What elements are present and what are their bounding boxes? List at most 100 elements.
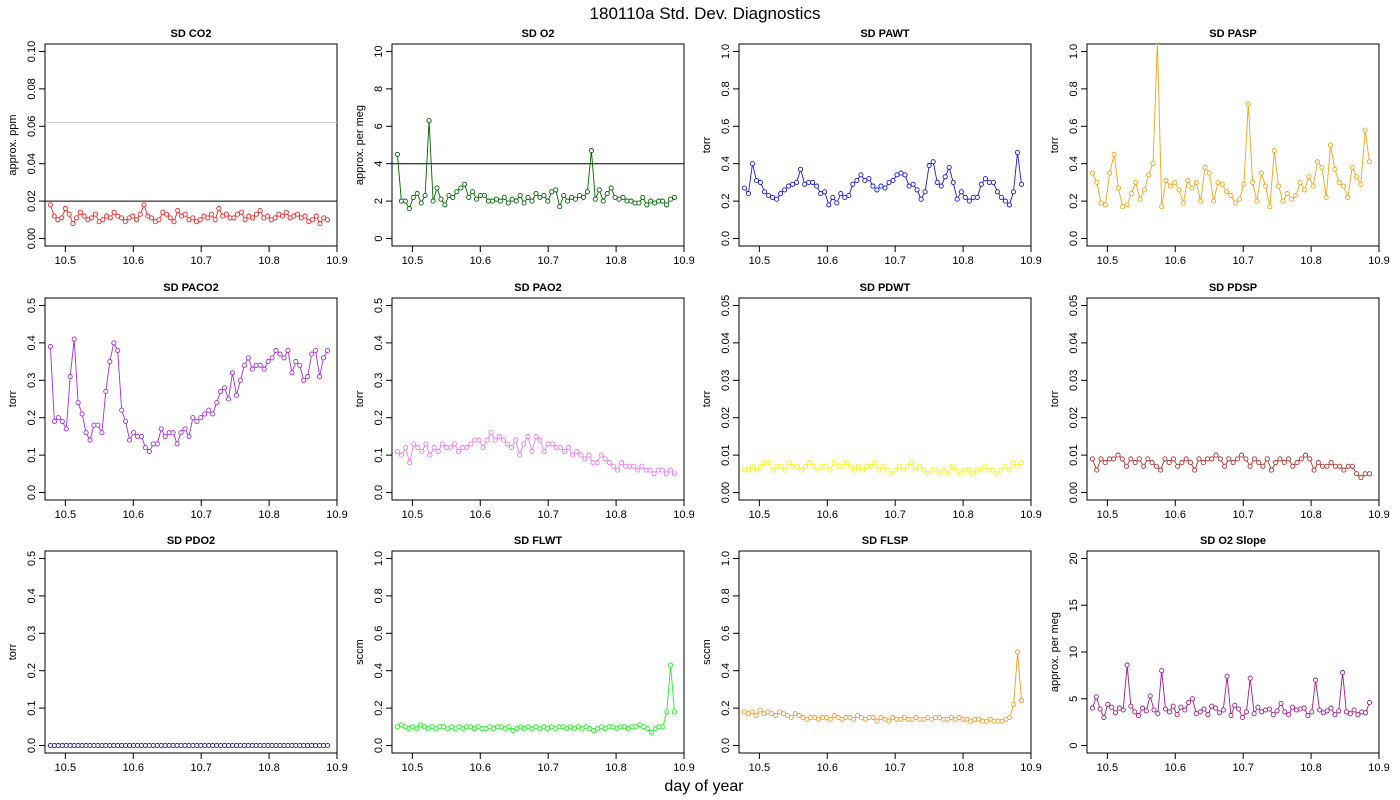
data-point	[223, 211, 229, 217]
data-point	[1289, 704, 1296, 710]
x-tick-label: 10.8	[1300, 255, 1321, 267]
data-point	[882, 185, 888, 191]
data-point	[407, 460, 413, 466]
data-point	[1220, 707, 1226, 713]
x-tick-label: 10.5	[402, 762, 423, 774]
data-point	[1115, 452, 1121, 458]
data-point	[640, 194, 646, 200]
data-point	[890, 177, 896, 184]
data-point	[529, 448, 535, 454]
data-point	[62, 206, 68, 212]
data-point	[1362, 127, 1368, 133]
data-point	[579, 726, 585, 732]
x-tick-label: 10.8	[605, 509, 626, 521]
plot-frame	[391, 297, 685, 501]
y-tick-label: 0.4	[26, 588, 38, 603]
data-point	[1254, 198, 1260, 204]
data-point	[831, 713, 837, 719]
data-point	[1151, 707, 1157, 713]
data-point	[750, 463, 756, 469]
data-point	[1170, 703, 1176, 709]
data-point	[419, 448, 425, 454]
data-point	[414, 726, 420, 732]
data-point	[1143, 708, 1149, 714]
data-point	[549, 189, 555, 195]
data-point	[190, 215, 196, 221]
y-tick-label: 0.3	[26, 626, 38, 641]
data-point	[620, 194, 626, 200]
data-point	[896, 463, 902, 469]
data-point	[79, 411, 85, 417]
y-tick-label: 0.8	[373, 588, 385, 603]
data-point	[623, 463, 629, 469]
data-point	[838, 191, 844, 197]
data-point	[513, 198, 519, 204]
data-point	[1255, 704, 1261, 710]
data-point	[1089, 170, 1095, 176]
data-point	[1155, 711, 1161, 717]
x-tick-label: 10.9	[1020, 509, 1041, 521]
data-point	[1309, 709, 1315, 715]
data-point	[1128, 456, 1134, 462]
data-point	[1366, 471, 1373, 477]
data-point	[186, 433, 192, 439]
data-point	[822, 189, 828, 195]
data-point	[178, 430, 184, 436]
data-point	[218, 388, 224, 395]
data-point	[648, 198, 654, 204]
data-point	[978, 467, 984, 473]
data-point	[92, 211, 98, 217]
y-tick-label: 0.04	[1068, 332, 1080, 353]
series-line	[397, 665, 675, 734]
data-point	[47, 344, 53, 350]
data-point	[851, 716, 857, 722]
data-point	[557, 204, 563, 210]
data-point	[272, 215, 278, 221]
data-point	[158, 426, 164, 432]
panel-p1: SD CO2 approx. ppm 0.00 0.02 0.04 0.06 0.08 0.1…	[7, 28, 348, 267]
data-point	[868, 463, 874, 469]
panel-p9: SD PDO2 torr 0.0 0.1 0.2 0.3 0.4 0.5 10.5 10.6 10.…	[7, 535, 348, 774]
x-tick-label: 10.8	[258, 762, 279, 774]
data-point	[1241, 181, 1247, 187]
data-point	[802, 463, 809, 469]
data-point	[202, 411, 208, 417]
data-point	[107, 359, 113, 365]
panel-title: SD PAWT	[860, 28, 910, 40]
y-axis-label: approx. ppm	[7, 114, 19, 175]
x-tick-label: 10.5	[55, 762, 76, 774]
x-tick-label: 10.7	[190, 762, 211, 774]
data-point	[1124, 202, 1130, 208]
data-point	[466, 194, 472, 200]
data-point	[513, 437, 519, 443]
y-tick-label: 15	[1068, 599, 1080, 611]
data-point	[508, 445, 515, 451]
panel-p11: SD FLSP sccm 0.0 0.2 0.4 0.6 0.8 1.0 10.5 10.6 10.…	[701, 535, 1042, 774]
y-tick-label: 6	[373, 123, 385, 129]
data-point	[910, 181, 916, 187]
data-point	[119, 407, 125, 413]
data-point	[467, 724, 474, 730]
data-point	[594, 726, 601, 732]
data-point	[544, 726, 551, 732]
data-point	[578, 452, 584, 458]
y-tick-label: 0.5	[26, 551, 38, 566]
data-point	[1320, 463, 1326, 469]
data-point	[810, 179, 816, 185]
data-point	[761, 189, 768, 195]
y-tick-label: 0.2	[1068, 193, 1080, 208]
data-point	[582, 456, 588, 462]
data-point	[758, 463, 764, 469]
data-point	[77, 209, 83, 215]
data-point	[1323, 194, 1329, 200]
data-series	[47, 742, 331, 749]
data-point	[1089, 705, 1095, 711]
data-point	[83, 430, 89, 436]
data-point	[1205, 712, 1211, 718]
data-point	[410, 194, 416, 200]
data-series	[394, 430, 678, 477]
data-point	[874, 718, 880, 724]
data-point	[1271, 148, 1277, 154]
data-point	[565, 198, 571, 204]
